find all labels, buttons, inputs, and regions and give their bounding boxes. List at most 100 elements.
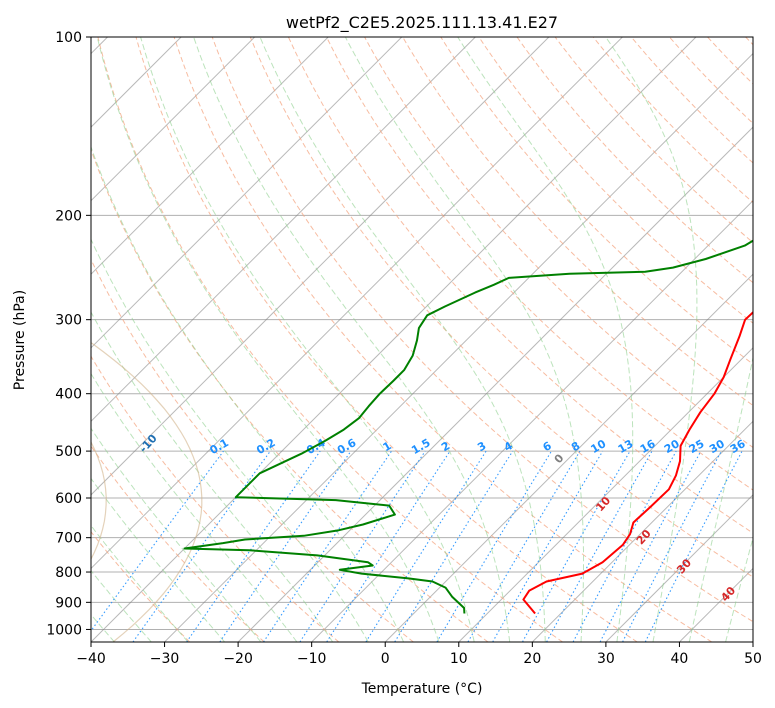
mixing-ratio-label: 6 xyxy=(541,439,554,454)
x-tick-label: 30 xyxy=(597,651,615,667)
isotherm-line xyxy=(91,37,623,570)
mixing-ratio-line xyxy=(219,450,352,642)
mixing-ratio-label: 10 xyxy=(588,437,608,456)
plot-frame xyxy=(90,36,754,643)
dry-adiabat-line xyxy=(91,258,414,642)
dry-adiabat-line xyxy=(91,445,265,642)
dry-adiabat-line xyxy=(516,37,753,284)
mixing-ratio-line xyxy=(522,450,631,642)
mixing-ratio-line xyxy=(622,450,722,642)
isotherm-line xyxy=(164,52,753,642)
dry-adiabat-line xyxy=(249,37,753,578)
moist-adiabat-line xyxy=(688,355,753,642)
dry-adiabat-line xyxy=(592,37,753,204)
dry-adiabat-line xyxy=(707,37,753,85)
moist-adiabat-label: 40 xyxy=(718,584,738,604)
y-tick-label: 800 xyxy=(55,565,82,581)
isotherm-line xyxy=(752,641,753,642)
mixing-ratio-label: 4 xyxy=(502,439,515,454)
moist-adiabat-line xyxy=(91,238,369,642)
y-tick-label: 600 xyxy=(55,491,82,507)
dry-adiabat-line xyxy=(364,37,753,449)
y-tick-label: 200 xyxy=(55,208,82,224)
x-tick-label: −40 xyxy=(76,651,106,667)
mixing-ratio-line xyxy=(572,450,677,642)
moist-adiabat-line xyxy=(91,145,405,642)
moist-adiabat-label: 0 xyxy=(552,451,567,466)
mixing-ratio-label: 3 xyxy=(475,439,488,454)
dry-adiabat-line xyxy=(287,37,753,534)
moist-adiabat-line xyxy=(91,524,189,642)
moist-adiabat-line xyxy=(457,37,634,642)
y-tick-label: 700 xyxy=(55,531,82,547)
isotherm-line xyxy=(91,37,697,642)
dry-adiabat-line xyxy=(173,37,713,642)
tan-curve-line xyxy=(91,341,203,642)
mixing-ratio-line xyxy=(299,450,426,642)
profiles xyxy=(183,239,753,615)
x-tick-label: 50 xyxy=(744,651,762,667)
mixing-ratio-label: 30 xyxy=(707,437,727,456)
dry-adiabat-line xyxy=(326,37,753,491)
mixing-ratio-label: 20 xyxy=(662,437,682,456)
x-tick-label: −10 xyxy=(297,651,327,667)
moist-adiabat-line xyxy=(725,536,753,642)
dewpoint-profile xyxy=(183,239,753,614)
x-axis-ticks: −40 −30 −20 −10 0 10 20 30 40 50 xyxy=(76,642,762,667)
dry-adiabat-line xyxy=(211,37,753,623)
y-tick-label: 400 xyxy=(55,387,82,403)
moist-adiabat-label: 10 xyxy=(593,494,613,514)
dry-adiabat-label: -20 xyxy=(59,404,82,428)
x-axis-label: Temperature (°C) xyxy=(361,681,483,697)
x-tick-label: 0 xyxy=(381,651,390,667)
moist-adiabat-line xyxy=(140,37,475,642)
x-tick-label: 40 xyxy=(671,651,689,667)
isotherm-line xyxy=(91,37,403,349)
dry-adiabat-line xyxy=(440,37,753,365)
x-tick-label: 10 xyxy=(450,651,468,667)
y-tick-label: 900 xyxy=(55,595,82,611)
mixing-ratio-line xyxy=(91,450,224,632)
x-tick-label: −20 xyxy=(223,651,253,667)
moist-adiabat-line xyxy=(605,37,698,642)
mixing-ratio-line xyxy=(644,450,743,642)
mixing-ratio-label: 1.5 xyxy=(409,436,432,457)
y-tick-label: 100 xyxy=(55,30,82,46)
dry-adiabat-line xyxy=(669,37,753,124)
dry-adiabat-line xyxy=(91,148,489,642)
isotherm-line xyxy=(605,494,753,642)
y-axis-label: Pressure (hPa) xyxy=(12,290,28,390)
isotherm-line xyxy=(91,37,256,202)
moist-adiabat-line xyxy=(91,372,298,642)
isotherm-line xyxy=(91,37,329,275)
mixing-ratio-label: 25 xyxy=(687,437,707,456)
isotherm-line xyxy=(384,273,753,642)
y-tick-label: 500 xyxy=(55,444,82,460)
mixing-ratio-line xyxy=(492,450,604,642)
mixing-ratio-label: 0.6 xyxy=(335,436,359,457)
mixing-ratio-line xyxy=(546,450,653,642)
isotherm-line xyxy=(237,126,753,642)
mixing-ratio-label: 36 xyxy=(728,437,748,456)
isotherm-line xyxy=(531,420,753,642)
mixing-ratio-line xyxy=(365,450,487,642)
dry-adiabat-line xyxy=(402,37,753,407)
isotherm-line xyxy=(311,199,753,642)
dry-adiabat-line xyxy=(97,37,563,642)
dry-adiabat-line xyxy=(135,37,638,642)
mixing-ratio-line xyxy=(326,450,451,642)
mixing-ratio-line xyxy=(599,450,702,642)
moist-adiabat-line xyxy=(91,427,262,642)
moist-adiabat-line xyxy=(344,37,584,642)
isotherm-line xyxy=(679,567,753,642)
background-lines xyxy=(91,37,753,642)
mixing-ratio-label: 16 xyxy=(638,437,658,456)
tan-curve-line xyxy=(91,440,107,561)
mixing-ratio-label: 0.2 xyxy=(254,436,277,457)
y-tick-label: 1000 xyxy=(46,622,82,638)
x-tick-label: 20 xyxy=(523,651,541,667)
mixing-ratio-line xyxy=(467,450,581,642)
x-tick-label: −30 xyxy=(150,651,180,667)
mixing-ratio-line xyxy=(186,450,321,642)
